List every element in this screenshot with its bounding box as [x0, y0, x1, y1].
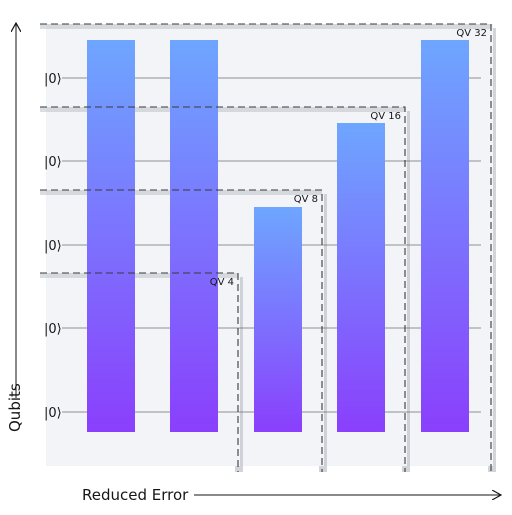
circuit-layer-bar: [421, 40, 469, 432]
box-shadow-top: [40, 107, 405, 112]
x-axis-label: Reduced Error: [82, 486, 189, 504]
qubit-state-label: |0⟩: [44, 239, 62, 254]
circuit-layer-bar: [170, 40, 218, 432]
volume-label: QV 32: [456, 28, 487, 39]
volume-label: QV 16: [370, 111, 401, 122]
volume-box-outline: [40, 106, 406, 472]
y-axis-label: Qubits: [6, 383, 24, 432]
volume-label: QV 4: [210, 277, 234, 288]
box-shadow-top: [40, 24, 491, 29]
circuit-layer-bar: [254, 207, 302, 432]
volume-label: QV 8: [294, 194, 318, 205]
qubit-state-label: |0⟩: [44, 72, 62, 87]
circuit-layer-bar: [337, 123, 385, 432]
qubit-state-label: |0⟩: [44, 406, 62, 421]
qubit-state-label: |0⟩: [44, 322, 62, 337]
volume-box-outline: [40, 272, 239, 472]
volume-box-outline: [40, 23, 492, 472]
circuit-layer-bar: [87, 40, 135, 432]
box-shadow-top: [40, 273, 238, 278]
qubit-state-label: |0⟩: [44, 155, 62, 170]
volume-box-outline: [40, 189, 323, 472]
